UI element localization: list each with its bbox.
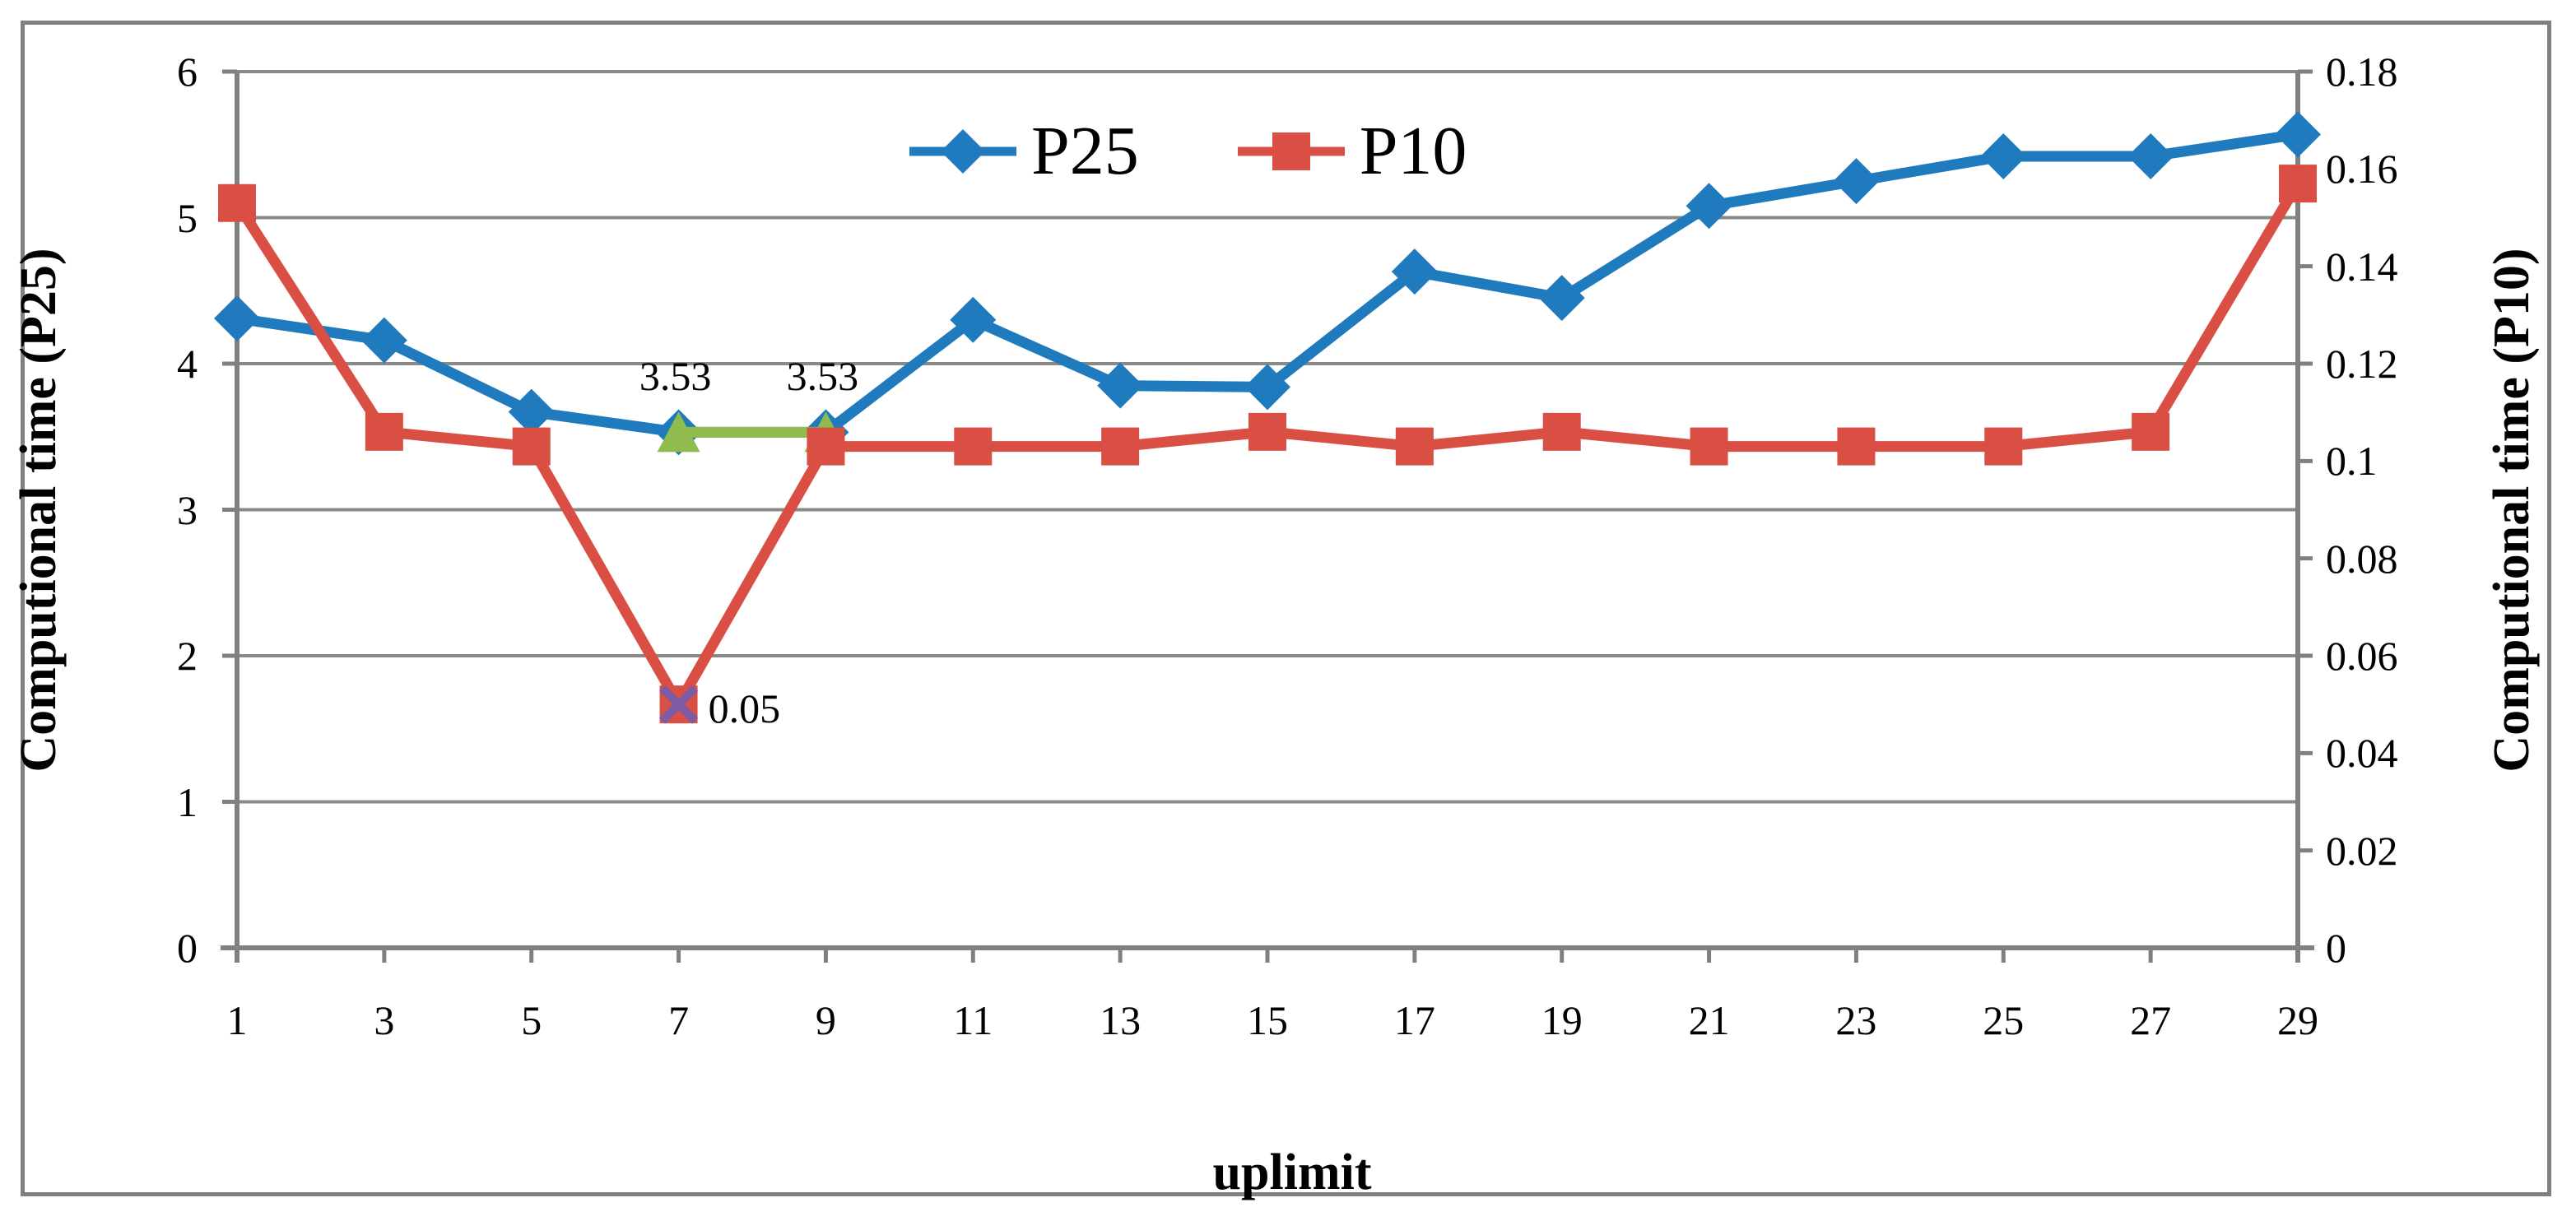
legend-label-p25: P25 bbox=[1031, 113, 1139, 189]
P25-diamond-marker bbox=[1686, 183, 1732, 230]
x-axis-title: uplimit bbox=[1212, 1144, 1372, 1200]
p10-legend-marker bbox=[1237, 132, 1345, 170]
P10-square-marker bbox=[1542, 412, 1581, 451]
P10-square-marker bbox=[1984, 427, 2023, 466]
right-axis-title: Computional time (P10) bbox=[2484, 248, 2540, 773]
left-axis-tick-label: 5 bbox=[177, 194, 198, 241]
P25-diamond-marker bbox=[1097, 362, 1144, 409]
right-axis-tick-label: 0.12 bbox=[2326, 341, 2398, 387]
P10-square-marker bbox=[1248, 412, 1286, 451]
legend-item-p25: P25 bbox=[909, 114, 1139, 189]
P25-diamond-marker bbox=[508, 388, 555, 435]
P10-square-marker bbox=[1690, 427, 1728, 466]
P10-square-marker bbox=[365, 412, 403, 451]
legend-label-p10: P10 bbox=[1359, 113, 1467, 189]
legend-item-p10: P10 bbox=[1237, 113, 1467, 189]
P25-diamond-marker bbox=[1833, 158, 1880, 205]
x-axis-tick-label: 1 bbox=[226, 997, 248, 1043]
highlight-segment-7-9-triangle-marker bbox=[657, 411, 700, 453]
x-axis-tick-label: 21 bbox=[1688, 997, 1730, 1043]
P10-square-marker bbox=[512, 427, 551, 466]
left-axis-tick-label: 0 bbox=[177, 925, 198, 971]
P25-diamond-marker bbox=[214, 295, 260, 341]
right-axis-tick-label: 0.14 bbox=[2326, 243, 2398, 290]
x-axis-tick-label: 25 bbox=[1983, 997, 2025, 1043]
x-axis-tick-label: 3 bbox=[374, 997, 395, 1043]
P25-diamond-marker bbox=[2127, 132, 2174, 179]
right-axis-tick-label: 0.04 bbox=[2326, 730, 2398, 777]
p25-legend-marker bbox=[909, 129, 1016, 174]
left-axis-tick-label: 3 bbox=[177, 486, 198, 533]
data-label: 0.05 bbox=[708, 685, 781, 732]
right-axis-tick-label: 0.02 bbox=[2326, 827, 2398, 874]
P10-square-marker bbox=[1101, 427, 1140, 466]
P25-diamond-marker bbox=[360, 317, 407, 364]
right-axis-tick-label: 0.18 bbox=[2326, 49, 2398, 95]
P25-diamond-marker bbox=[2275, 111, 2321, 158]
x-axis-tick-label: 23 bbox=[1835, 997, 1877, 1043]
P25-diamond-marker bbox=[1980, 132, 2027, 179]
P10-square-marker bbox=[2279, 165, 2317, 203]
P25-diamond-marker bbox=[1391, 248, 1438, 295]
x-axis-tick-label: 15 bbox=[1247, 997, 1288, 1043]
left-axis-tick-label: 2 bbox=[177, 633, 198, 679]
P10-square-marker bbox=[807, 427, 845, 466]
left-axis-tick-label: 6 bbox=[177, 49, 198, 95]
P25-diamond-marker bbox=[950, 296, 997, 343]
P10-square-marker bbox=[1837, 427, 1876, 466]
x-axis-tick-label: 9 bbox=[815, 997, 836, 1043]
left-axis-tick-label: 1 bbox=[177, 778, 198, 825]
min-point-marker-x-marker bbox=[659, 685, 699, 724]
x-axis-tick-label: 17 bbox=[1393, 997, 1435, 1043]
diamond-icon bbox=[941, 129, 985, 174]
x-axis-tick-label: 7 bbox=[668, 997, 690, 1043]
right-axis-tick-label: 0.08 bbox=[2326, 535, 2398, 582]
x-axis-tick-label: 5 bbox=[521, 997, 542, 1043]
P25-diamond-marker bbox=[1538, 275, 1585, 322]
x-axis-tick-label: 13 bbox=[1100, 997, 1142, 1043]
right-axis-tick-label: 0 bbox=[2326, 925, 2346, 971]
P25-diamond-marker bbox=[1244, 364, 1290, 411]
right-axis-tick-label: 0.1 bbox=[2326, 438, 2378, 485]
left-axis-tick-label: 4 bbox=[177, 341, 198, 387]
left-axis-title: Computional time (P25) bbox=[11, 248, 67, 773]
P10-square-marker bbox=[954, 427, 993, 466]
x-axis-tick-label: 19 bbox=[1541, 997, 1583, 1043]
right-axis-tick-label: 0.06 bbox=[2326, 633, 2398, 679]
P10-square-marker bbox=[1395, 427, 1434, 466]
x-axis-tick-label: 11 bbox=[953, 997, 993, 1043]
P10-square-marker bbox=[2132, 412, 2170, 451]
x-axis-tick-label: 27 bbox=[2130, 997, 2172, 1043]
data-label: 3.53 bbox=[786, 353, 859, 400]
x-axis-tick-label: 29 bbox=[2277, 997, 2318, 1043]
P10-square-marker bbox=[218, 183, 256, 222]
right-axis-tick-label: 0.16 bbox=[2326, 146, 2398, 193]
square-icon bbox=[1272, 132, 1310, 170]
legend: P25 P10 bbox=[909, 114, 1467, 189]
data-label: 3.53 bbox=[639, 353, 712, 400]
